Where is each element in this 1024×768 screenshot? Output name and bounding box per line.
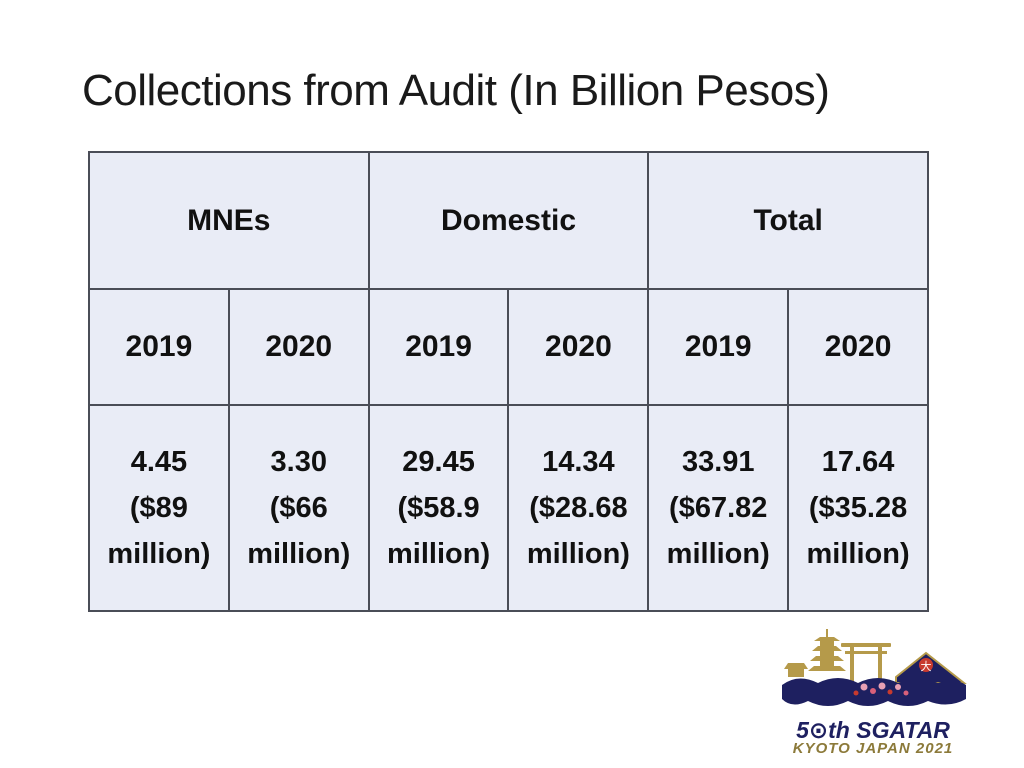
sgatar-logo: 大 5⊙th SGATAR KYOTO JAPAN 2021: [778, 625, 968, 760]
value-usd: ($35.28: [808, 492, 908, 524]
table-header-years: 2019 2020 2019 2020 2019 2020: [88, 288, 929, 406]
table-row-values: 4.45 ($89 million) 3.30 ($66 million) 29…: [88, 404, 929, 612]
value-cell-total-2020: 17.64 ($35.28 million): [787, 404, 929, 612]
value-unit: million): [666, 538, 770, 570]
value-unit: million): [526, 538, 630, 570]
value-usd: ($66: [269, 492, 328, 524]
value-cell-domestic-2019: 29.45 ($58.9 million): [367, 404, 510, 612]
slide-title: Collections from Audit (In Billion Pesos…: [82, 66, 830, 115]
value-usd: ($89: [129, 492, 188, 524]
kanji-badge: [919, 658, 933, 672]
year-total-2020: 2020: [787, 288, 929, 406]
logo-subtitle-text: KYOTO JAPAN 2021: [792, 740, 954, 757]
value-amount: 29.45: [402, 446, 475, 478]
logo-title-text: 5⊙th SGATAR: [796, 717, 950, 743]
year-domestic-2020: 2020: [507, 288, 650, 406]
value-amount: 14.34: [542, 446, 615, 478]
value-cell-domestic-2020: 14.34 ($28.68 million): [507, 404, 650, 612]
temple-icon: [784, 663, 808, 677]
table-header-groups: MNEs Domestic Total: [88, 151, 929, 290]
year-total-2019: 2019: [647, 288, 790, 406]
value-cell-mnes-2019: 4.45 ($89 million): [88, 404, 230, 612]
header-mnes: MNEs: [88, 151, 370, 290]
header-domestic: Domestic: [367, 151, 650, 290]
value-cell-total-2019: 33.91 ($67.82 million): [647, 404, 790, 612]
value-usd: ($67.82: [669, 492, 768, 524]
value-unit: million): [107, 538, 211, 570]
value-usd: ($28.68: [529, 492, 628, 524]
value-unit: million): [247, 538, 351, 570]
value-amount: 4.45: [130, 446, 188, 478]
value-unit: million): [806, 538, 910, 570]
year-domestic-2019: 2019: [367, 288, 510, 406]
value-amount: 3.30: [270, 446, 327, 478]
value-usd: ($58.9: [397, 492, 480, 524]
cherry-blossom-icon: [853, 682, 909, 696]
value-amount: 17.64: [821, 446, 895, 478]
pagoda-icon: [808, 629, 846, 671]
torii-gate-icon: [841, 643, 891, 685]
audit-collections-table: MNEs Domestic Total 2019 2020 2019 2020 …: [88, 151, 929, 612]
value-unit: million): [387, 538, 491, 570]
year-mnes-2019: 2019: [88, 288, 230, 406]
value-amount: 33.91: [681, 446, 755, 478]
value-cell-mnes-2020: 3.30 ($66 million): [227, 404, 370, 612]
header-total: Total: [647, 151, 929, 290]
kanji-mark: 大: [921, 659, 932, 673]
year-mnes-2020: 2020: [227, 288, 370, 406]
kyoto-skyline-logo-graphic: 大: [782, 629, 967, 706]
